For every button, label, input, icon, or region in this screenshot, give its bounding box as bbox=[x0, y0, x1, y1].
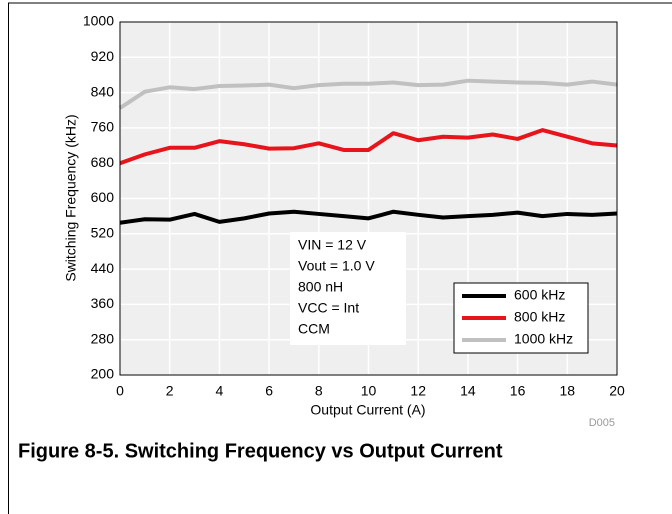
y-tick-label: 920 bbox=[91, 48, 115, 64]
x-tick-label: 18 bbox=[560, 383, 576, 399]
x-tick-label: 14 bbox=[460, 383, 476, 399]
y-tick-label: 360 bbox=[91, 295, 115, 311]
y-tick-label: 520 bbox=[91, 225, 115, 241]
x-axis-label: Output Current (A) bbox=[310, 402, 425, 418]
legend-label: 800 kHz bbox=[514, 309, 565, 325]
legend-label: 1000 kHz bbox=[514, 331, 573, 347]
annotation-text: Vout = 1.0 V bbox=[298, 258, 375, 274]
y-axis-label: Switching Frequency (kHz) bbox=[63, 114, 79, 281]
y-tick-label: 200 bbox=[91, 366, 115, 382]
y-tick-label: 280 bbox=[91, 330, 115, 346]
x-tick-label: 2 bbox=[166, 383, 174, 399]
data-line bbox=[118, 78, 618, 110]
annotation-box bbox=[290, 232, 406, 345]
annotation-text: CCM bbox=[298, 321, 330, 337]
x-tick-label: 12 bbox=[410, 383, 426, 399]
x-tick-label: 4 bbox=[216, 383, 224, 399]
x-tick-label: 8 bbox=[315, 383, 323, 399]
x-tick-label: 16 bbox=[510, 383, 526, 399]
footnote: D005 bbox=[589, 417, 615, 429]
legend-label: 600 kHz bbox=[514, 287, 565, 303]
annotation-text: 800 nH bbox=[298, 279, 343, 295]
data-line bbox=[119, 209, 618, 225]
y-tick-label: 440 bbox=[91, 260, 115, 276]
annotation-text: VCC = Int bbox=[298, 300, 359, 316]
x-tick-label: 6 bbox=[265, 383, 273, 399]
annotation-text: VIN = 12 V bbox=[298, 237, 367, 253]
plot-border bbox=[119, 21, 618, 376]
x-tick-label: 20 bbox=[609, 383, 625, 399]
data-line bbox=[119, 128, 618, 166]
chart-title: Figure 8-5. Switching Frequency vs Outpu… bbox=[18, 440, 503, 462]
y-tick-label: 760 bbox=[91, 119, 115, 135]
y-tick-label: 840 bbox=[91, 83, 115, 99]
x-tick-label: 10 bbox=[361, 383, 377, 399]
y-tick-label: 680 bbox=[91, 154, 115, 170]
y-tick-label: 1000 bbox=[83, 13, 114, 29]
y-tick-label: 600 bbox=[91, 189, 115, 205]
x-tick-label: 0 bbox=[116, 383, 124, 399]
